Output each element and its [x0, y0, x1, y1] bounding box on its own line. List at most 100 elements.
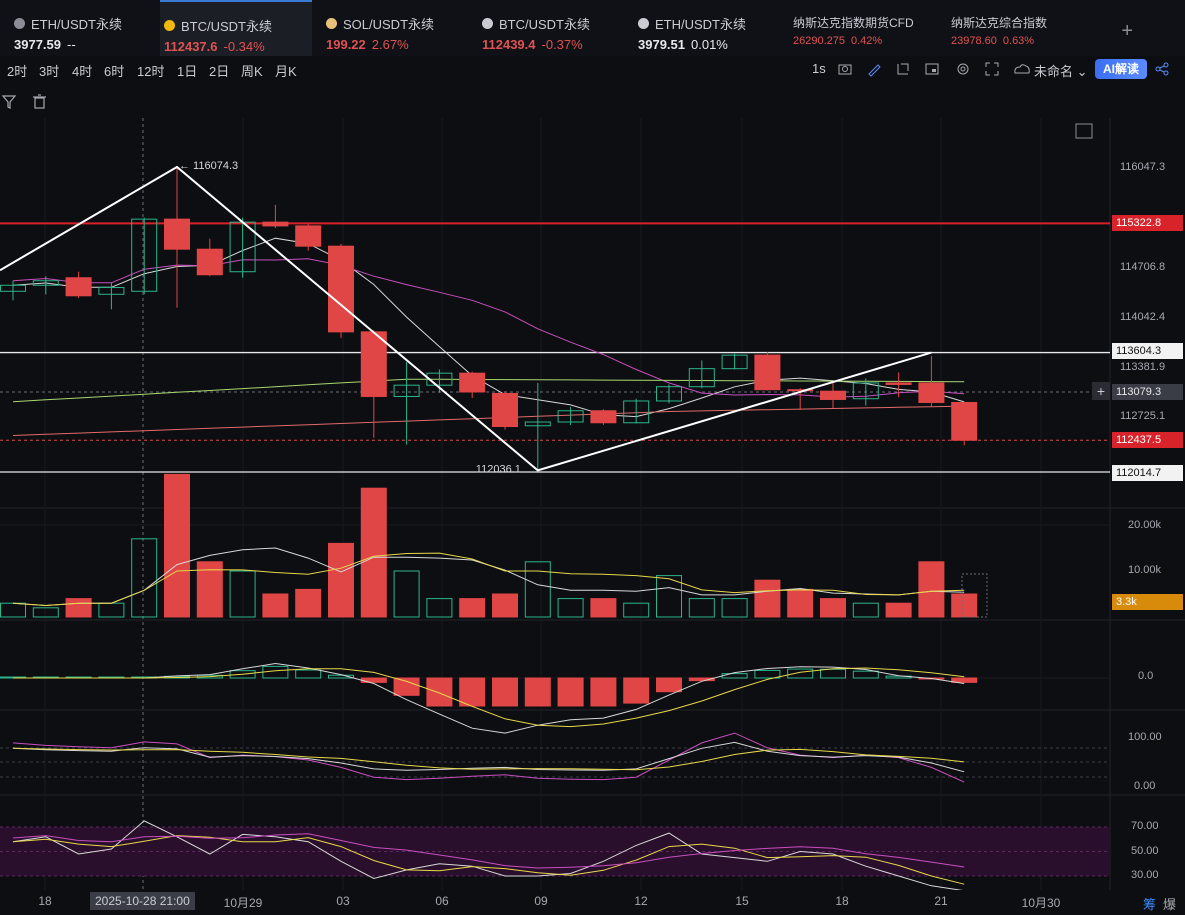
- y-tick-label: 116047.3: [1120, 161, 1166, 173]
- ticker-change: --: [67, 37, 76, 52]
- fullscreen-icon[interactable]: [985, 62, 999, 76]
- ai-interpret-button[interactable]: AI解读: [1095, 59, 1147, 79]
- timeframe-1[interactable]: 3时: [39, 64, 60, 79]
- rsi-line-white: [12, 820, 963, 890]
- candle-body: [590, 410, 617, 424]
- candle-body: [820, 390, 846, 400]
- timeframe-5[interactable]: 1日: [177, 64, 198, 79]
- candle-body: [164, 218, 190, 250]
- ticker-change: -0.34%: [223, 39, 265, 54]
- y-tick-label: 114706.8: [1120, 261, 1166, 273]
- volume-bar: [426, 598, 453, 618]
- candle-body: [492, 392, 518, 428]
- candle: [623, 398, 650, 424]
- volume-ma-yellow: [12, 552, 965, 607]
- x-axis: 18 10月29 03 06 09 12 15 18 21 10月30 筹爆: [0, 890, 1185, 915]
- camera-icon[interactable]: [838, 64, 852, 75]
- volume-bar: [492, 593, 518, 618]
- candle: [262, 204, 289, 229]
- kdj-tick-label: 100.00: [1128, 731, 1162, 743]
- ticker-tab-3[interactable]: BTC/USDT永续 112439.4 -0.37%: [482, 0, 590, 56]
- x-tick-label: 15: [735, 894, 749, 908]
- ticker-name: ETH/USDT永续: [655, 17, 747, 32]
- timeframe-6[interactable]: 2日: [209, 64, 230, 79]
- x-crosshair-label: 2025-10-28 21:00: [90, 892, 195, 910]
- filter-icon[interactable]: [1, 95, 17, 109]
- layout-name-dropdown[interactable]: 未命名 ⌄: [1034, 64, 1088, 79]
- volume-placeholder-bar: [961, 573, 988, 618]
- candle: [32, 276, 59, 295]
- volume-bar: [918, 561, 945, 618]
- ticker-tab-2[interactable]: SOL/USDT永续 199.22 2.67%: [326, 0, 434, 56]
- crop-icon[interactable]: [897, 63, 909, 75]
- macd-histogram-bar: [623, 677, 650, 704]
- add-tab-icon[interactable]: +: [1121, 20, 1133, 42]
- ticker-tab-4[interactable]: ETH/USDT永续 3979.51 0.01%: [638, 0, 746, 56]
- volume-bar: [852, 602, 879, 618]
- ticker-change: 2.67%: [371, 37, 409, 52]
- volume-bar: [885, 602, 912, 618]
- ticker-tab-0[interactable]: ETH/USDT永续 3977.59 --: [14, 0, 122, 56]
- ticker-name: 纳斯达克指数期货CFD: [793, 16, 914, 30]
- volume-bar: [951, 593, 978, 618]
- candle: [65, 271, 92, 299]
- timeframe-4[interactable]: 12时: [137, 64, 165, 79]
- timeframe-2[interactable]: 4时: [72, 64, 93, 79]
- ticker-tab-5[interactable]: 纳斯达克指数期货CFD 26290.275 0.42%: [793, 0, 914, 56]
- add-price-alert-button[interactable]: +: [1092, 382, 1110, 400]
- coin-icon: [14, 18, 25, 29]
- ticker-change: 0.42%: [851, 35, 883, 47]
- candle-body: [360, 331, 387, 397]
- macd-histogram-bar: [426, 677, 453, 707]
- coin-icon: [164, 20, 175, 31]
- candle: [557, 406, 584, 426]
- calendar-icon[interactable]: [925, 63, 939, 75]
- trash-icon[interactable]: [33, 94, 46, 109]
- candle-body: [524, 421, 551, 427]
- timeframe-8[interactable]: 月K: [275, 64, 297, 79]
- kdj-d-line: [12, 747, 965, 771]
- x-tick-label: 21: [934, 894, 948, 908]
- timeframe-3[interactable]: 6时: [104, 64, 125, 79]
- candle: [688, 360, 715, 389]
- timeframe-0[interactable]: 2时: [7, 64, 28, 79]
- ticker-price: 199.22: [326, 37, 366, 52]
- rsi-line-pink: [12, 833, 965, 869]
- candle-body: [787, 389, 814, 392]
- interval-button[interactable]: 1s: [812, 61, 826, 76]
- ticker-bar: ETH/USDT永续 3977.59 -- BTC/USDT永续 112437.6 -0.…: [0, 0, 1185, 57]
- volume-current-tag: 3.3k: [1112, 594, 1183, 610]
- ticker-change: -0.37%: [541, 37, 583, 52]
- cloud-icon[interactable]: [1014, 64, 1030, 74]
- volume-bar: [393, 570, 420, 618]
- chip-distribution-button[interactable]: 筹: [1143, 897, 1157, 912]
- macd-histogram-bar: [492, 677, 518, 707]
- ticker-tab-6[interactable]: 纳斯达克综合指数 23978.60 0.63%: [951, 0, 1047, 56]
- candle-body: [65, 277, 92, 297]
- macd-histogram-bar: [393, 677, 420, 696]
- liquidation-button[interactable]: 爆: [1163, 897, 1177, 912]
- gear-icon[interactable]: [957, 63, 969, 75]
- volume-bar: [360, 487, 387, 618]
- candle-body: [885, 382, 912, 385]
- pen-icon[interactable]: [868, 64, 881, 77]
- macd-histogram-bar: [295, 669, 322, 679]
- ticker-tab-1[interactable]: BTC/USDT永续 112437.6 -0.34%: [160, 0, 312, 56]
- ma-line-white: [12, 237, 965, 418]
- chart-background: [0, 118, 1185, 890]
- x-tick-label: 03: [336, 894, 350, 908]
- x-tick-label: 06: [435, 894, 449, 908]
- ma-line-pink: [12, 258, 965, 398]
- share-icon[interactable]: [1155, 62, 1169, 76]
- volume-bar: [131, 538, 158, 618]
- main-chart[interactable]: ← 116074.3 112036.1: [0, 118, 1185, 890]
- candle: [492, 391, 518, 430]
- kdj-tick-label: 0.00: [1134, 780, 1156, 792]
- rsi-tick-label: 70.00: [1131, 820, 1159, 832]
- timeframe-7[interactable]: 周K: [241, 64, 263, 79]
- coin-icon: [326, 18, 337, 29]
- candle-body: [98, 287, 125, 295]
- volume-bar: [328, 542, 354, 618]
- candle: [393, 361, 420, 445]
- candle-body: [328, 245, 354, 333]
